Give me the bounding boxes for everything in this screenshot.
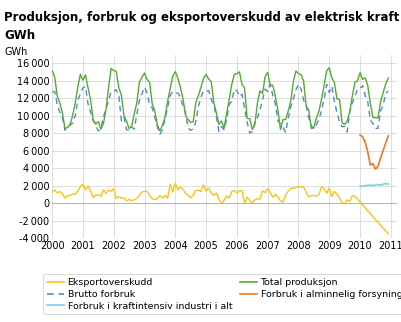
Text: GWh: GWh (4, 29, 35, 42)
Legend: Eksportoverskudd, Brutto forbruk, Forbruk i kraftintensiv industri i alt, Total : Eksportoverskudd, Brutto forbruk, Forbru… (43, 274, 401, 314)
Text: Produksjon, forbruk og eksportoverskudd av elektrisk kraft per måned.: Produksjon, forbruk og eksportoverskudd … (4, 10, 401, 24)
Text: GWh: GWh (4, 47, 27, 57)
